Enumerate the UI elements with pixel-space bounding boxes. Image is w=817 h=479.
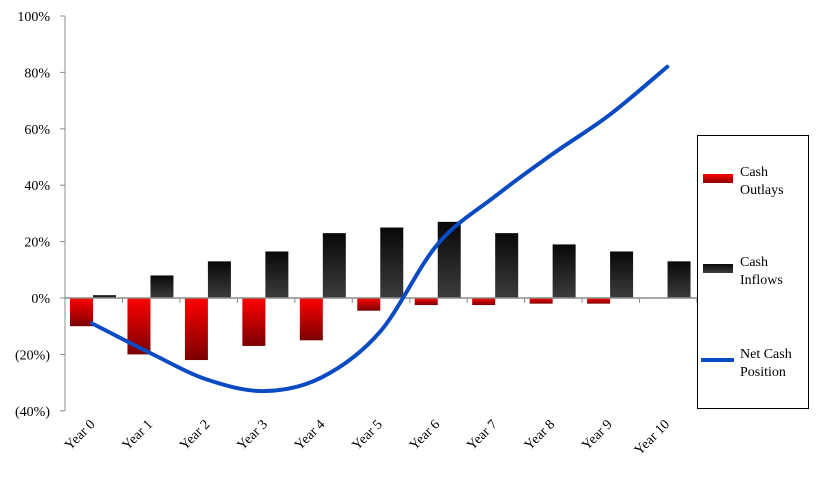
y-tick-label: (40%) — [15, 405, 50, 420]
cash-inflows-bar — [150, 275, 174, 298]
cash-outlays-bar — [529, 298, 553, 304]
y-tick-label: 20% — [24, 236, 50, 251]
legend-item-cash-inflows: Cash Inflows — [698, 254, 810, 294]
cash-inflows-bar — [93, 295, 116, 298]
x-tick-label: Year 6 — [407, 417, 443, 453]
x-tick-label: Year 9 — [579, 417, 615, 453]
y-tick-label: 40% — [24, 179, 50, 194]
net-cash-line — [90, 64, 670, 394]
x-tick-label: Year 4 — [292, 417, 328, 453]
x-tick-label: Year 10 — [632, 417, 673, 458]
legend: Cash Outlays Cash Inflows Net Cash Posit… — [697, 135, 809, 409]
x-tick-label: Year 2 — [177, 417, 213, 453]
cash-outlays-bar — [242, 298, 266, 346]
y-tick-label: 80% — [24, 66, 50, 81]
cash-inflows-bar — [265, 251, 289, 298]
legend-label-line: Cash — [740, 165, 768, 180]
legend-label: Net Cash Position — [740, 346, 810, 382]
legend-label-line: Cash — [740, 255, 768, 270]
legend-label: Cash Outlays — [740, 164, 810, 200]
y-tick-label: (20%) — [15, 348, 50, 363]
x-tick-label: Year 0 — [62, 417, 98, 453]
cash-outlays-swatch-icon — [703, 174, 733, 183]
cash-inflows-bar — [437, 221, 461, 298]
cash-outlays-bar — [299, 298, 323, 341]
bars — [70, 221, 691, 361]
x-tick-label: Year 7 — [464, 417, 500, 453]
legend-label-line: Net Cash — [740, 347, 792, 362]
x-tick-label: Year 8 — [522, 417, 558, 453]
legend-item-net-cash-position: Net Cash Position — [698, 346, 810, 386]
cash-inflows-bar — [495, 233, 519, 298]
cash-outlays-bar — [414, 298, 438, 306]
cash-inflows-bar — [380, 227, 404, 298]
cash-outlays-bar — [472, 298, 496, 306]
cash-inflows-swatch-icon — [703, 264, 733, 273]
legend-label-line: Inflows — [740, 273, 783, 288]
cash-outlays-bar — [587, 298, 611, 304]
cash-outlays-bar — [127, 298, 151, 355]
cash-inflows-bar — [667, 261, 691, 298]
x-tick-label: Year 1 — [120, 417, 156, 453]
cash-inflows-bar — [552, 244, 576, 298]
x-tick-label: Year 5 — [350, 417, 386, 453]
y-tick-label: 0% — [31, 292, 50, 307]
cash-inflows-bar — [610, 251, 634, 298]
legend-item-cash-outlays: Cash Outlays — [698, 164, 810, 204]
cash-outlays-bar — [357, 298, 381, 311]
x-tick-label: Year 3 — [235, 417, 271, 453]
cash-outlays-bar — [184, 298, 208, 361]
legend-label: Cash Inflows — [740, 254, 810, 290]
y-tick-label: 100% — [17, 10, 50, 25]
cash-inflows-bar — [322, 233, 346, 298]
legend-label-line: Position — [740, 365, 786, 380]
cash-inflows-bar — [207, 261, 231, 298]
net-cash-position-line — [90, 64, 670, 394]
cash-outlays-bar — [70, 298, 93, 327]
net-cash-position-swatch-icon — [701, 358, 734, 362]
y-axis: 100% 80% 60% 40% 20% 0% (20%) (40%) — [15, 10, 66, 420]
legend-label-line: Outlays — [740, 183, 784, 198]
x-axis: Year 0 Year 1 Year 2 Year 3 Year 4 Year 5 Year… — [62, 297, 698, 458]
y-tick-label: 60% — [24, 123, 50, 138]
